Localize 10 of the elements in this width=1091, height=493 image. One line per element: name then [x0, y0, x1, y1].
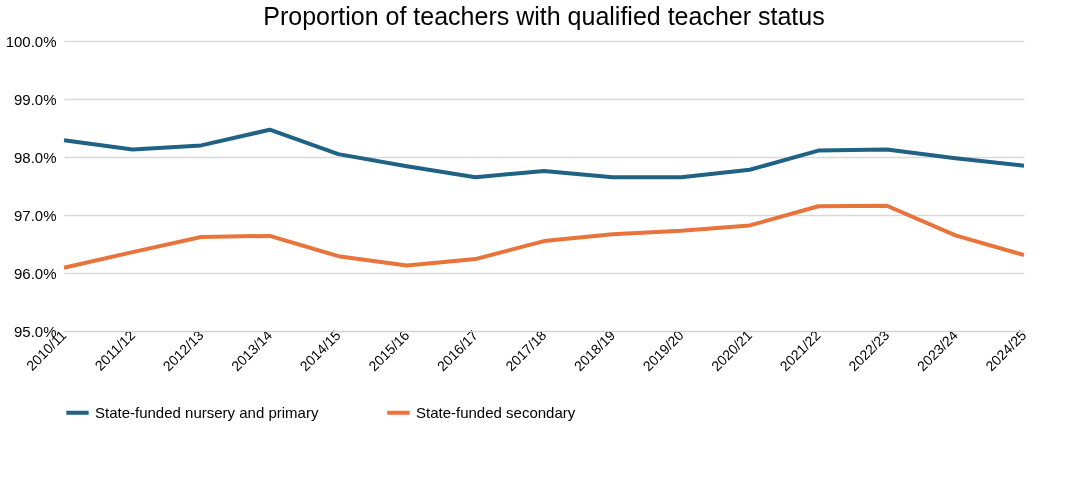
legend-label: State-funded secondary: [416, 403, 576, 421]
legend-label: State-funded nursery and primary: [95, 403, 319, 421]
line-series: [62, 127, 1026, 180]
y-tick-label: 100.0%: [5, 32, 57, 50]
chart-title: Proportion of teachers with qualified teacher status: [263, 2, 825, 30]
y-tick-label: 99.0%: [13, 90, 57, 108]
y-tick-label: 97.0%: [13, 206, 57, 224]
y-tick-label: 98.0%: [13, 148, 57, 166]
line-series: [62, 203, 1026, 270]
y-tick-label: 96.0%: [13, 264, 57, 282]
